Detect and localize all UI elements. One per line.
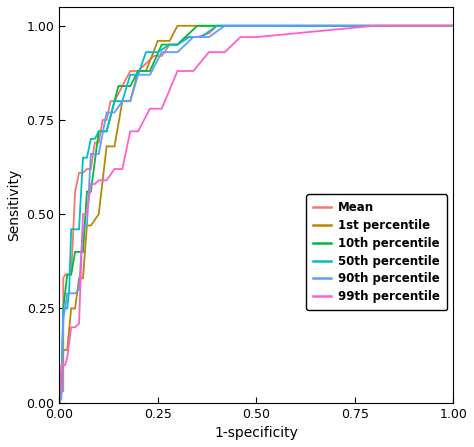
Legend: Mean, 1st percentile, 10th percentile, 50th percentile, 90th percentile, 99th pe: Mean, 1st percentile, 10th percentile, 5…	[306, 194, 447, 310]
X-axis label: 1-specificity: 1-specificity	[214, 426, 298, 440]
Y-axis label: Sensitivity: Sensitivity	[7, 169, 21, 241]
